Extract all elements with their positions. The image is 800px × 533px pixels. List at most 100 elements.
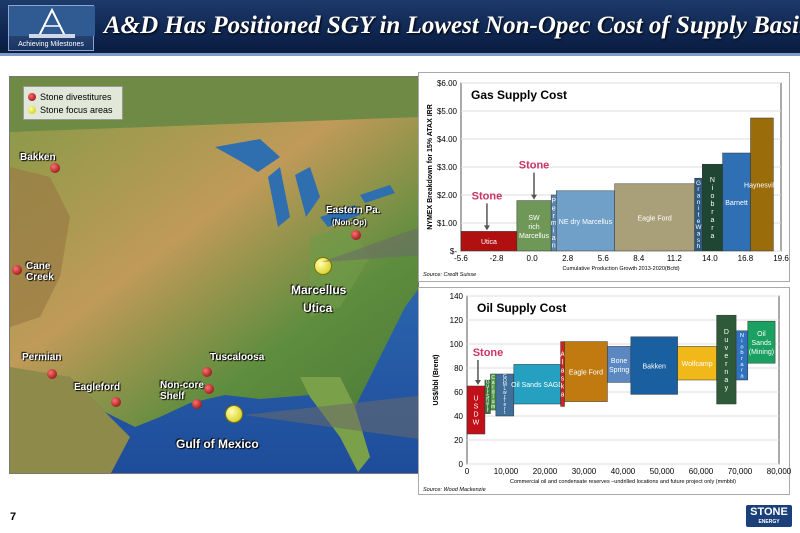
bar-label-letter: U — [473, 395, 478, 402]
bar-label-letter: a — [710, 233, 714, 240]
x-tick-label: 60,000 — [689, 467, 714, 476]
legend-item-focus: Stone focus areas — [28, 103, 118, 116]
bar-label-letter: y — [725, 385, 729, 392]
y-tick-label: $- — [450, 247, 457, 256]
y-tick-label: $2.00 — [437, 191, 458, 200]
bar-label: Spring — [609, 367, 629, 374]
y-axis-label: NYMEX Breakdown for 15% ATAX IRR — [427, 104, 434, 230]
bar-label: Eagle Ford — [638, 215, 672, 222]
utica-label: Utica — [303, 301, 333, 315]
x-tick-label: 0 — [465, 467, 470, 476]
bar — [722, 152, 751, 252]
eagleford-marker — [111, 397, 121, 407]
header-logo: Achieving Milestones — [8, 5, 95, 51]
bar-label-letter: a — [740, 362, 744, 368]
y-tick-label: 40 — [454, 412, 463, 421]
bar-label-letter: W — [473, 419, 480, 426]
bakken-marker — [50, 163, 60, 173]
bar-label-letter: k — [561, 383, 565, 390]
y-tick-label: 80 — [454, 364, 463, 373]
bar-label-letter: r — [741, 368, 743, 374]
bar-label-letter: n — [552, 243, 556, 250]
eagleford-label: Eagleford — [74, 382, 121, 393]
bar-label: Utica — [481, 239, 497, 246]
x-tick-label: 8.4 — [633, 254, 645, 263]
bar-label-letter: L — [503, 386, 506, 392]
bar-label: Wolfcamp — [682, 361, 713, 368]
x-tick-label: 10,000 — [494, 467, 519, 476]
x-tick-label: 30,000 — [572, 467, 597, 476]
bar-label-letter: S — [486, 394, 490, 400]
bar-label-letter: C — [491, 375, 495, 381]
bar-label-letter: m — [551, 220, 557, 227]
page-title: A&D Has Positioned SGY in Lowest Non-Ope… — [104, 12, 800, 39]
y-tick-label: 0 — [459, 460, 464, 469]
chart-source: Source: Credit Suisse — [423, 272, 476, 278]
bar-label-letter: a — [697, 193, 701, 200]
bar-label-letter: u — [724, 337, 728, 344]
bar-label-letter: e — [724, 353, 728, 360]
bar-label-letter: l — [487, 404, 488, 410]
bar-label: NE dry Marcellus — [559, 219, 613, 226]
y-tick-label: 20 — [454, 436, 463, 445]
bar-label-letter: h — [697, 243, 701, 250]
cane-creek-label: Cane Creek — [26, 261, 54, 283]
oil-chart-svg: 0 20 40 60 80 100 120 140 0 10,000 20,000 30,000 40,… — [423, 292, 791, 493]
x-tick-label: 5.6 — [598, 254, 610, 263]
bar-label-letter: r — [504, 406, 506, 412]
bar-label-letter: r — [553, 213, 556, 220]
logo-caption: Achieving Milestones — [18, 41, 84, 48]
y-tick-label: 140 — [450, 292, 464, 301]
bar-label-letter: G — [503, 374, 507, 380]
yellow-dot-icon — [28, 105, 36, 114]
bar-label-letter: r — [492, 385, 494, 391]
bar-label-letter: h — [486, 397, 489, 403]
bar-label-letter: u — [486, 383, 489, 389]
bar-label: SW — [528, 215, 540, 222]
bar — [564, 341, 608, 402]
bar-label-letter: r — [711, 209, 714, 216]
bar-label-letter: N — [710, 177, 715, 184]
bar-label-letter: u — [492, 399, 495, 405]
bar-label-letter: D — [473, 411, 478, 418]
x-tick-label: -5.6 — [454, 254, 468, 263]
x-axis-label: Commercial oil and condensate reserves –… — [510, 479, 736, 485]
bar-label-letter: a — [710, 217, 714, 224]
bar-label-letter: i — [741, 339, 742, 345]
bar — [513, 364, 561, 405]
bar-label-letter: e — [486, 401, 489, 407]
bar-label-letter: s — [697, 237, 700, 244]
permian-label: Permian — [22, 352, 62, 363]
noncore-shelf-marker-1 — [204, 384, 214, 394]
y-tick-label: 60 — [454, 388, 463, 397]
bar-label-letter: i — [493, 394, 494, 400]
y-tick-label: 120 — [450, 316, 464, 325]
bar-label-letter: r — [504, 394, 506, 400]
chart-title: Oil Supply Cost — [477, 301, 566, 315]
bar-label-letter: f — [487, 408, 489, 414]
x-tick-label: 11.2 — [667, 254, 683, 263]
bar-label-letter: a — [724, 377, 728, 384]
bar-label-letter: M — [503, 382, 507, 388]
bar-label: Oil Sands SAGD — [511, 382, 563, 389]
bar-label: Sands — [752, 340, 772, 347]
legend-label: Stone divestitures — [40, 91, 112, 102]
x-tick-label: 14.0 — [702, 254, 718, 263]
bar-label-letter: i — [712, 185, 714, 192]
map-legend: Stone divestitures Stone focus areas — [23, 86, 123, 120]
bar-label: Barnett — [725, 200, 748, 207]
bar-label-letter: s — [561, 375, 565, 382]
x-axis-label: Cumulative Production Growth 2013-2020(B… — [562, 266, 679, 272]
chart-title: Gas Supply Cost — [471, 88, 567, 102]
arrowhead — [474, 380, 481, 385]
bar-label: Eagle Ford — [569, 370, 603, 377]
y-tick-label: $3.00 — [437, 163, 458, 172]
y-tick-label: $5.00 — [437, 107, 458, 116]
oil-rig-icon — [9, 6, 95, 38]
noncore-shelf-marker-2 — [192, 399, 202, 409]
bar-label-letter: e — [697, 218, 701, 225]
noncore-shelf-label: Non-core Shelf — [160, 380, 204, 402]
cane-creek-marker — [12, 265, 22, 275]
permian-marker — [47, 369, 57, 379]
x-tick-label: -2.8 — [490, 254, 504, 263]
